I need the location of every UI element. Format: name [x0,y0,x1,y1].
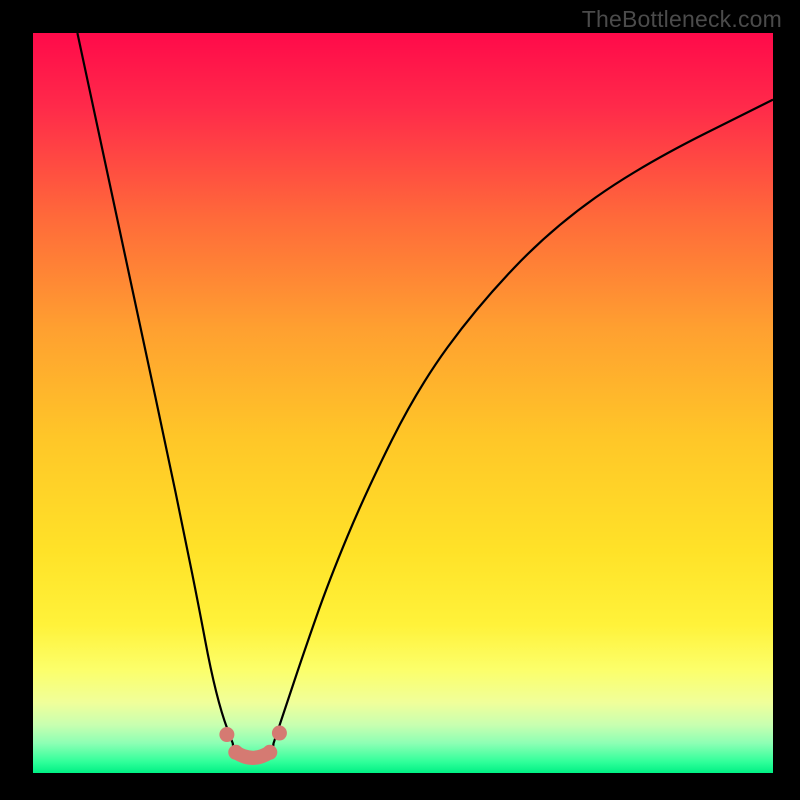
chart-svg [33,33,773,773]
figure-root: TheBottleneck.com [0,0,800,800]
gradient-background [33,33,773,773]
watermark-label: TheBottleneck.com [582,6,782,33]
plot-area [33,33,773,773]
bottom-dot-marker [228,745,243,760]
bottom-dot-marker [262,745,277,760]
bottom-dot-marker [272,726,287,741]
bottom-dot-marker [219,727,234,742]
